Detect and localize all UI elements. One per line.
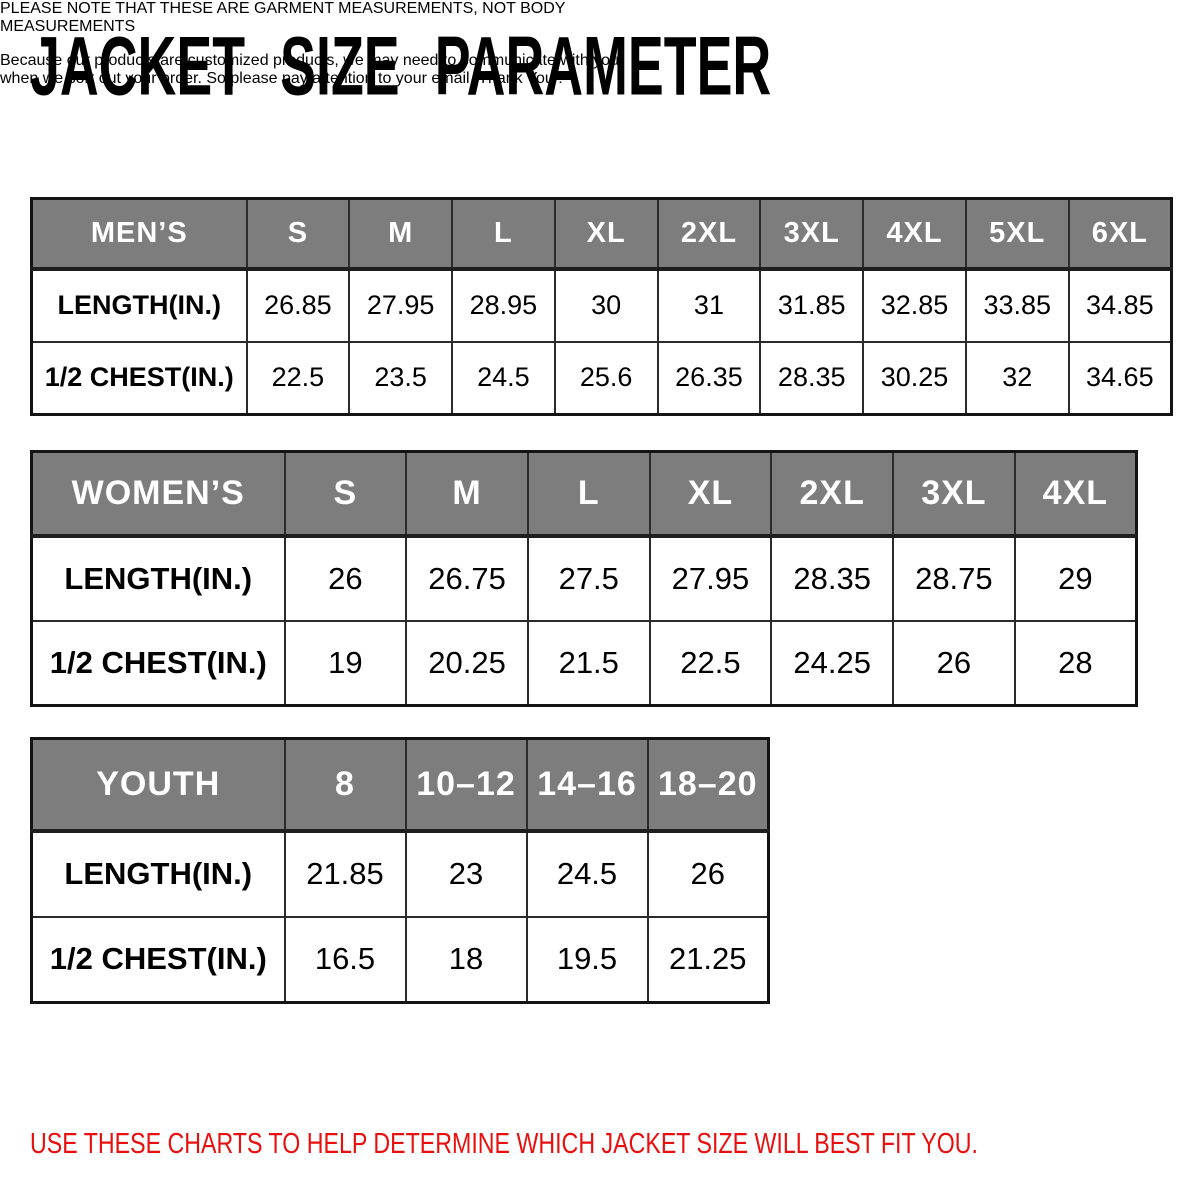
youth-size-column-header: 8 <box>283 737 407 833</box>
row-label: 1/2 CHEST(IN.) <box>30 915 286 1004</box>
value-cell: 28.35 <box>759 340 865 416</box>
mens-size-column-header: 3XL <box>759 197 865 271</box>
mens-size-column-header: 4XL <box>862 197 967 271</box>
womens-size-column-header: XL <box>648 450 773 538</box>
value-cell: 22.5 <box>245 340 351 416</box>
fit-advice-note: USE THESE CHARTS TO HELP DETERMINE WHICH… <box>30 1128 978 1160</box>
table-row: 1/2 CHEST(IN.) 19 20.25 21.5 22.5 24.25 26 28 <box>30 619 1138 707</box>
value-cell: 30 <box>553 267 659 343</box>
value-cell: 19.5 <box>525 915 649 1004</box>
mens-size-column-header: 6XL <box>1067 197 1173 271</box>
value-cell: 20.25 <box>405 619 529 707</box>
youth-size-table: YOUTH 8 10–12 14–16 18–20 LENGTH(IN.) 21.85 23 2… <box>30 737 770 1004</box>
value-cell: 28.75 <box>892 534 1016 622</box>
womens-table-title: WOMEN’S <box>30 450 286 538</box>
table-row: LENGTH(IN.) 26 26.75 27.5 27.95 28.35 28.75 29 <box>30 534 1138 622</box>
value-cell: 34.65 <box>1067 340 1173 416</box>
value-cell: 27.95 <box>648 534 773 622</box>
value-cell: 33.85 <box>964 267 1070 343</box>
value-cell: 26.75 <box>405 534 529 622</box>
value-cell: 22.5 <box>648 619 773 707</box>
value-cell: 26 <box>283 534 408 622</box>
row-label: 1/2 CHEST(IN.) <box>30 619 286 707</box>
youth-size-column-header: 10–12 <box>404 737 528 833</box>
womens-header-row: WOMEN’S S M L XL 2XL 3XL 4XL <box>30 450 1138 538</box>
value-cell: 24.25 <box>770 619 895 707</box>
garment-measurement-note-line1: PLEASE NOTE THAT THESE ARE GARMENT MEASU… <box>0 0 566 17</box>
value-cell: 21.25 <box>646 915 770 1004</box>
value-cell: 32.85 <box>862 267 967 343</box>
custom-products-note-line1: Because our products are customized prod… <box>0 52 619 69</box>
value-cell: 31 <box>656 267 762 343</box>
value-cell: 24.5 <box>525 829 649 918</box>
value-cell: 26.85 <box>245 267 351 343</box>
mens-size-column-header: 2XL <box>656 197 762 271</box>
mens-size-column-header: L <box>451 197 556 271</box>
value-cell: 26 <box>646 829 770 918</box>
womens-size-column-header: 4XL <box>1013 450 1138 538</box>
value-cell: 23 <box>404 829 528 918</box>
row-label: 1/2 CHEST(IN.) <box>30 340 248 416</box>
mens-size-column-header: XL <box>553 197 659 271</box>
value-cell: 25.6 <box>553 340 659 416</box>
custom-products-note-line2: when we sort out your order. So please p… <box>0 70 563 87</box>
value-cell: 34.85 <box>1067 267 1173 343</box>
value-cell: 29 <box>1013 534 1138 622</box>
youth-size-column-header: 18–20 <box>646 737 770 833</box>
value-cell: 21.5 <box>526 619 651 707</box>
value-cell: 32 <box>964 340 1070 416</box>
youth-header-row: YOUTH 8 10–12 14–16 18–20 <box>30 737 770 833</box>
table-row: 1/2 CHEST(IN.) 16.5 18 19.5 21.25 <box>30 915 770 1004</box>
value-cell: 26.35 <box>656 340 762 416</box>
womens-size-column-header: L <box>526 450 651 538</box>
value-cell: 30.25 <box>862 340 967 416</box>
table-row: LENGTH(IN.) 21.85 23 24.5 26 <box>30 829 770 918</box>
value-cell: 28.95 <box>451 267 556 343</box>
garment-measurement-note-line2: MEASUREMENTS <box>0 18 136 35</box>
table-row: 1/2 CHEST(IN.) 22.5 23.5 24.5 25.6 26.35 28.35… <box>30 340 1173 416</box>
value-cell: 28.35 <box>770 534 895 622</box>
mens-size-column-header: M <box>348 197 454 271</box>
page-title: JACKET SIZE PARAMETER <box>30 19 772 113</box>
row-label: LENGTH(IN.) <box>30 267 248 343</box>
value-cell: 23.5 <box>348 340 454 416</box>
value-cell: 27.5 <box>526 534 651 622</box>
value-cell: 31.85 <box>759 267 865 343</box>
value-cell: 28 <box>1013 619 1138 707</box>
value-cell: 24.5 <box>451 340 556 416</box>
mens-header-row: MEN’S S M L XL 2XL 3XL 4XL 5XL 6XL <box>30 197 1173 271</box>
mens-size-column-header: S <box>245 197 351 271</box>
value-cell: 19 <box>283 619 408 707</box>
mens-size-table: MEN’S S M L XL 2XL 3XL 4XL 5XL 6XL LENGTH(IN.) 26.8… <box>30 197 1173 416</box>
row-label: LENGTH(IN.) <box>30 534 286 622</box>
value-cell: 21.85 <box>283 829 407 918</box>
womens-size-column-header: 3XL <box>892 450 1016 538</box>
table-row: LENGTH(IN.) 26.85 27.95 28.95 30 31 31.85 32.85… <box>30 267 1173 343</box>
row-label: LENGTH(IN.) <box>30 829 286 918</box>
value-cell: 26 <box>892 619 1016 707</box>
value-cell: 18 <box>404 915 528 1004</box>
womens-size-column-header: 2XL <box>770 450 895 538</box>
value-cell: 27.95 <box>348 267 454 343</box>
value-cell: 16.5 <box>283 915 407 1004</box>
mens-size-column-header: 5XL <box>964 197 1070 271</box>
mens-table-title: MEN’S <box>30 197 248 271</box>
womens-size-table: WOMEN’S S M L XL 2XL 3XL 4XL LENGTH(IN.) 26 26.75 2… <box>30 450 1138 707</box>
youth-size-column-header: 14–16 <box>525 737 649 833</box>
womens-size-column-header: S <box>283 450 408 538</box>
youth-table-title: YOUTH <box>30 737 286 833</box>
womens-size-column-header: M <box>405 450 529 538</box>
